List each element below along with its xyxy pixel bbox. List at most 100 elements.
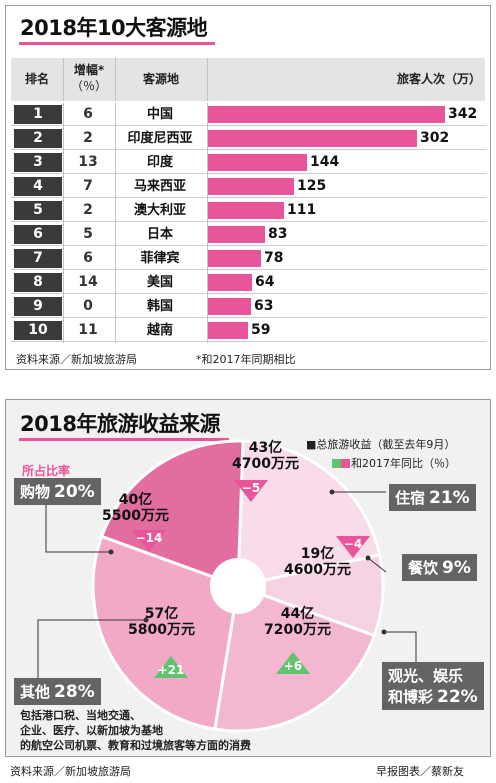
header-growth: 增幅*: [73, 63, 105, 77]
change-value: +6: [283, 659, 303, 673]
pie-slice: [99, 439, 245, 589]
leader-dot: [108, 549, 114, 555]
title-underline: [19, 438, 229, 441]
leader-line: [45, 500, 111, 553]
table-row: 9 0 韩国 63: [11, 295, 487, 318]
visitor-bar: [207, 202, 284, 219]
category-name: 住宿: [395, 489, 426, 507]
share-label: 所占比率: [22, 464, 71, 478]
other-note-line: 的航空公司机票、教育和过境旅客等方面的消费: [20, 739, 251, 752]
category-share: 21%: [429, 488, 470, 508]
change-value: −14: [135, 531, 163, 545]
tourism-revenue-panel: 2018年旅游收益来源 ■总旅游收益（截至去年9月） 和2017年同比（％） 所…: [5, 399, 491, 757]
country-name: 印度尼西亚: [127, 131, 193, 146]
growth-value: 14: [78, 274, 98, 290]
slice-amount: 43亿 4700万元: [232, 440, 299, 472]
leader-line: [367, 557, 387, 573]
category-box: 其他 28%: [14, 678, 101, 705]
growth-value: 13: [78, 154, 98, 170]
leader-dot: [381, 629, 387, 635]
chart-title: 2018年旅游收益来源: [20, 412, 220, 436]
down-triangle-icon: [132, 530, 166, 552]
category-box: 购物 20%: [14, 478, 101, 505]
visitor-bar: [207, 298, 251, 315]
source-note-2: 资料来源／新加坡旅游局: [10, 765, 131, 778]
title-underline: [19, 42, 215, 45]
rank-badge: 9: [14, 297, 62, 316]
visitor-bar: [207, 274, 252, 291]
pie-center: [210, 558, 266, 614]
pie-slice: [91, 534, 240, 731]
visitor-bar: [207, 226, 265, 243]
green-square-icon: [332, 459, 341, 468]
leader-dot: [329, 489, 335, 495]
pink-square-icon: [341, 459, 350, 468]
visitor-value: 342: [448, 106, 478, 122]
table-row: 2 2 印度尼西亚 302: [11, 127, 487, 150]
table-row: 8 14 美国 64: [11, 271, 487, 294]
visitor-value: 144: [310, 154, 340, 170]
rank-badge: 4: [14, 177, 62, 196]
up-triangle-icon: [276, 652, 310, 674]
header-divider: [207, 58, 208, 101]
other-note: 包括港口税、当地交通、 企业、医疗、以新加坡为基地 的航空公司机票、教育和过境旅…: [20, 708, 251, 753]
legend-total-revenue: ■总旅游收益（截至去年9月）: [306, 438, 456, 451]
visitor-value: 111: [287, 202, 317, 218]
leader-line: [37, 619, 146, 678]
category-share: 20%: [54, 482, 95, 502]
slice-amount: 57亿 5800万元: [128, 606, 195, 638]
country-name: 韩国: [146, 299, 173, 314]
category-name: 购物: [20, 483, 51, 501]
table-row: 5 2 澳大利亚 111: [11, 199, 487, 222]
other-note-line: 企业、医疗、以新加坡为基地: [20, 724, 163, 737]
slice-amount-line: 57亿: [144, 606, 179, 622]
category-box: 住宿 21%: [389, 484, 476, 511]
rank-badge: 8: [14, 273, 62, 292]
table-row: 3 13 印度 144: [11, 151, 487, 174]
table-row: 1 6 中国 342: [11, 103, 487, 126]
table-row: 6 5 日本 83: [11, 223, 487, 246]
country-name: 马来西亚: [133, 179, 186, 194]
rank-badge: 2: [14, 129, 62, 148]
growth-value: 11: [78, 322, 98, 338]
rank-badge: 10: [14, 321, 62, 340]
change-value: −5: [241, 481, 261, 495]
slice-amount-line: 44亿: [280, 606, 315, 622]
slice-amount-line: 40亿: [118, 492, 153, 508]
leader-dot: [143, 617, 149, 623]
category-name: 餐饮: [408, 559, 439, 577]
visitor-bar: [207, 178, 294, 195]
slice-amount-line: 7200万元: [264, 622, 331, 638]
country-name: 美国: [146, 275, 173, 290]
slice-amount-line: 4700万元: [232, 456, 299, 472]
visitor-bar: [207, 130, 417, 147]
down-triangle-icon: [336, 536, 370, 558]
chart-title: 2018年10大客源地: [20, 16, 208, 40]
growth-value: 0: [83, 298, 93, 314]
source-note: 资料来源／新加坡旅游局: [16, 353, 137, 366]
country-name: 澳大利亚: [133, 203, 186, 218]
slice-amount: 19亿 4600万元: [284, 546, 351, 578]
column-divider: [207, 103, 208, 343]
growth-value: 6: [83, 106, 93, 122]
top-source-markets-panel: 2018年10大客源地 排名 增幅* （％） 客源地 旅客人次（万） 1 6 中国 3…: [5, 5, 491, 370]
header-visitors: 旅客人次（万）: [396, 72, 481, 86]
leader-dot: [365, 555, 371, 561]
visitor-value: 302: [420, 130, 450, 146]
header-growth-unit: （％）: [70, 79, 107, 93]
category-name: 和博彩: [388, 688, 434, 706]
category-share: 9%: [442, 558, 471, 578]
visitor-bar: [207, 322, 248, 339]
header-rank: 排名: [24, 72, 49, 86]
growth-value: 7: [83, 178, 93, 194]
leader-line: [384, 631, 417, 662]
rank-badge: 1: [14, 105, 62, 124]
slice-amount-line: 5800万元: [128, 622, 195, 638]
country-name: 中国: [146, 107, 173, 122]
slice-amount-line: 5500万元: [102, 508, 169, 524]
slice-amount-line: 43亿: [248, 440, 283, 456]
table-header: 排名 增幅* （％） 客源地 旅客人次（万）: [11, 58, 485, 101]
rank-badge: 5: [14, 201, 62, 220]
slice-amount-line: 19亿: [300, 546, 335, 562]
header-divider: [115, 58, 116, 101]
